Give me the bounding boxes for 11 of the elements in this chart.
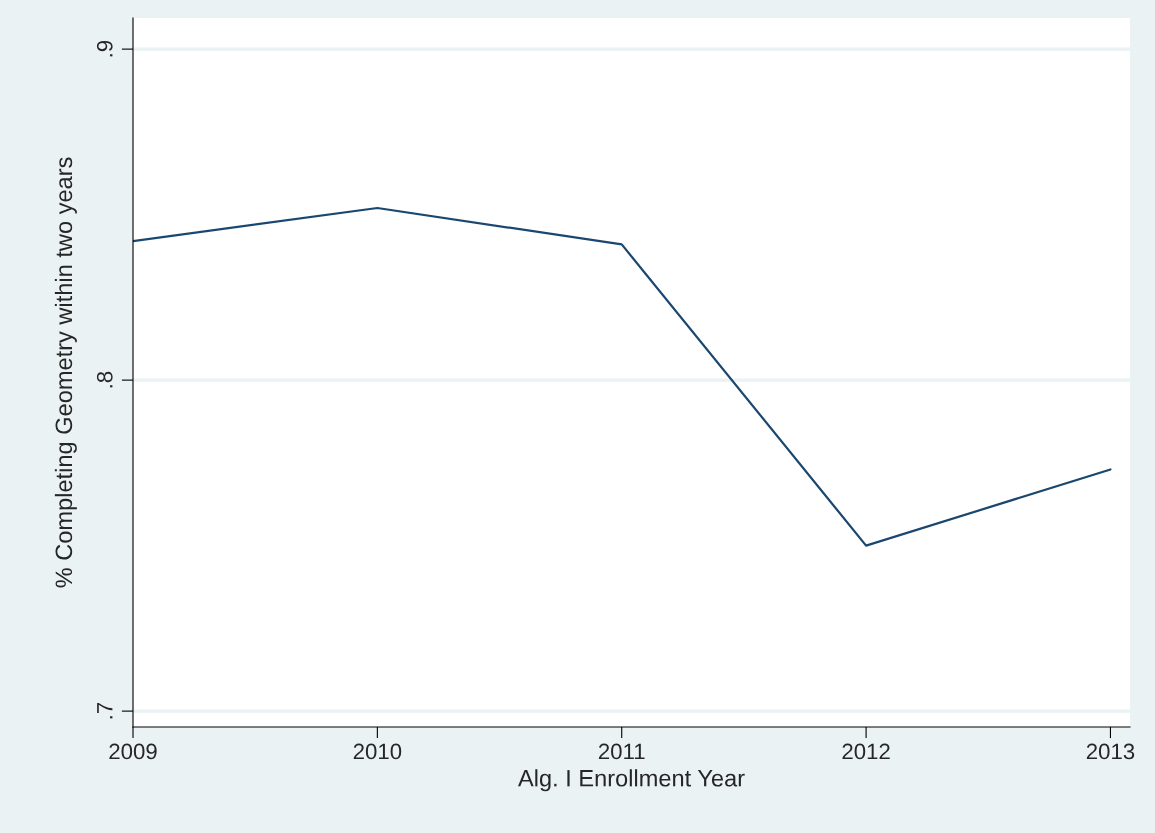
- x-tick-label: 2012: [842, 743, 890, 760]
- y-axis-title: % Completing Geometry within two years: [54, 157, 77, 588]
- y-tick-label: .7: [97, 702, 113, 719]
- x-axis-title: Alg. I Enrollment Year: [518, 769, 745, 792]
- x-tick-label: 2013: [1086, 743, 1135, 760]
- x-tick-label: 2011: [598, 743, 645, 760]
- y-tick-label: .9: [96, 40, 113, 57]
- x-tick-label: 2009: [109, 743, 157, 760]
- y-tick-label: .8: [96, 371, 113, 388]
- line-series: [133, 206, 1112, 547]
- x-tick-label: 2010: [353, 743, 402, 760]
